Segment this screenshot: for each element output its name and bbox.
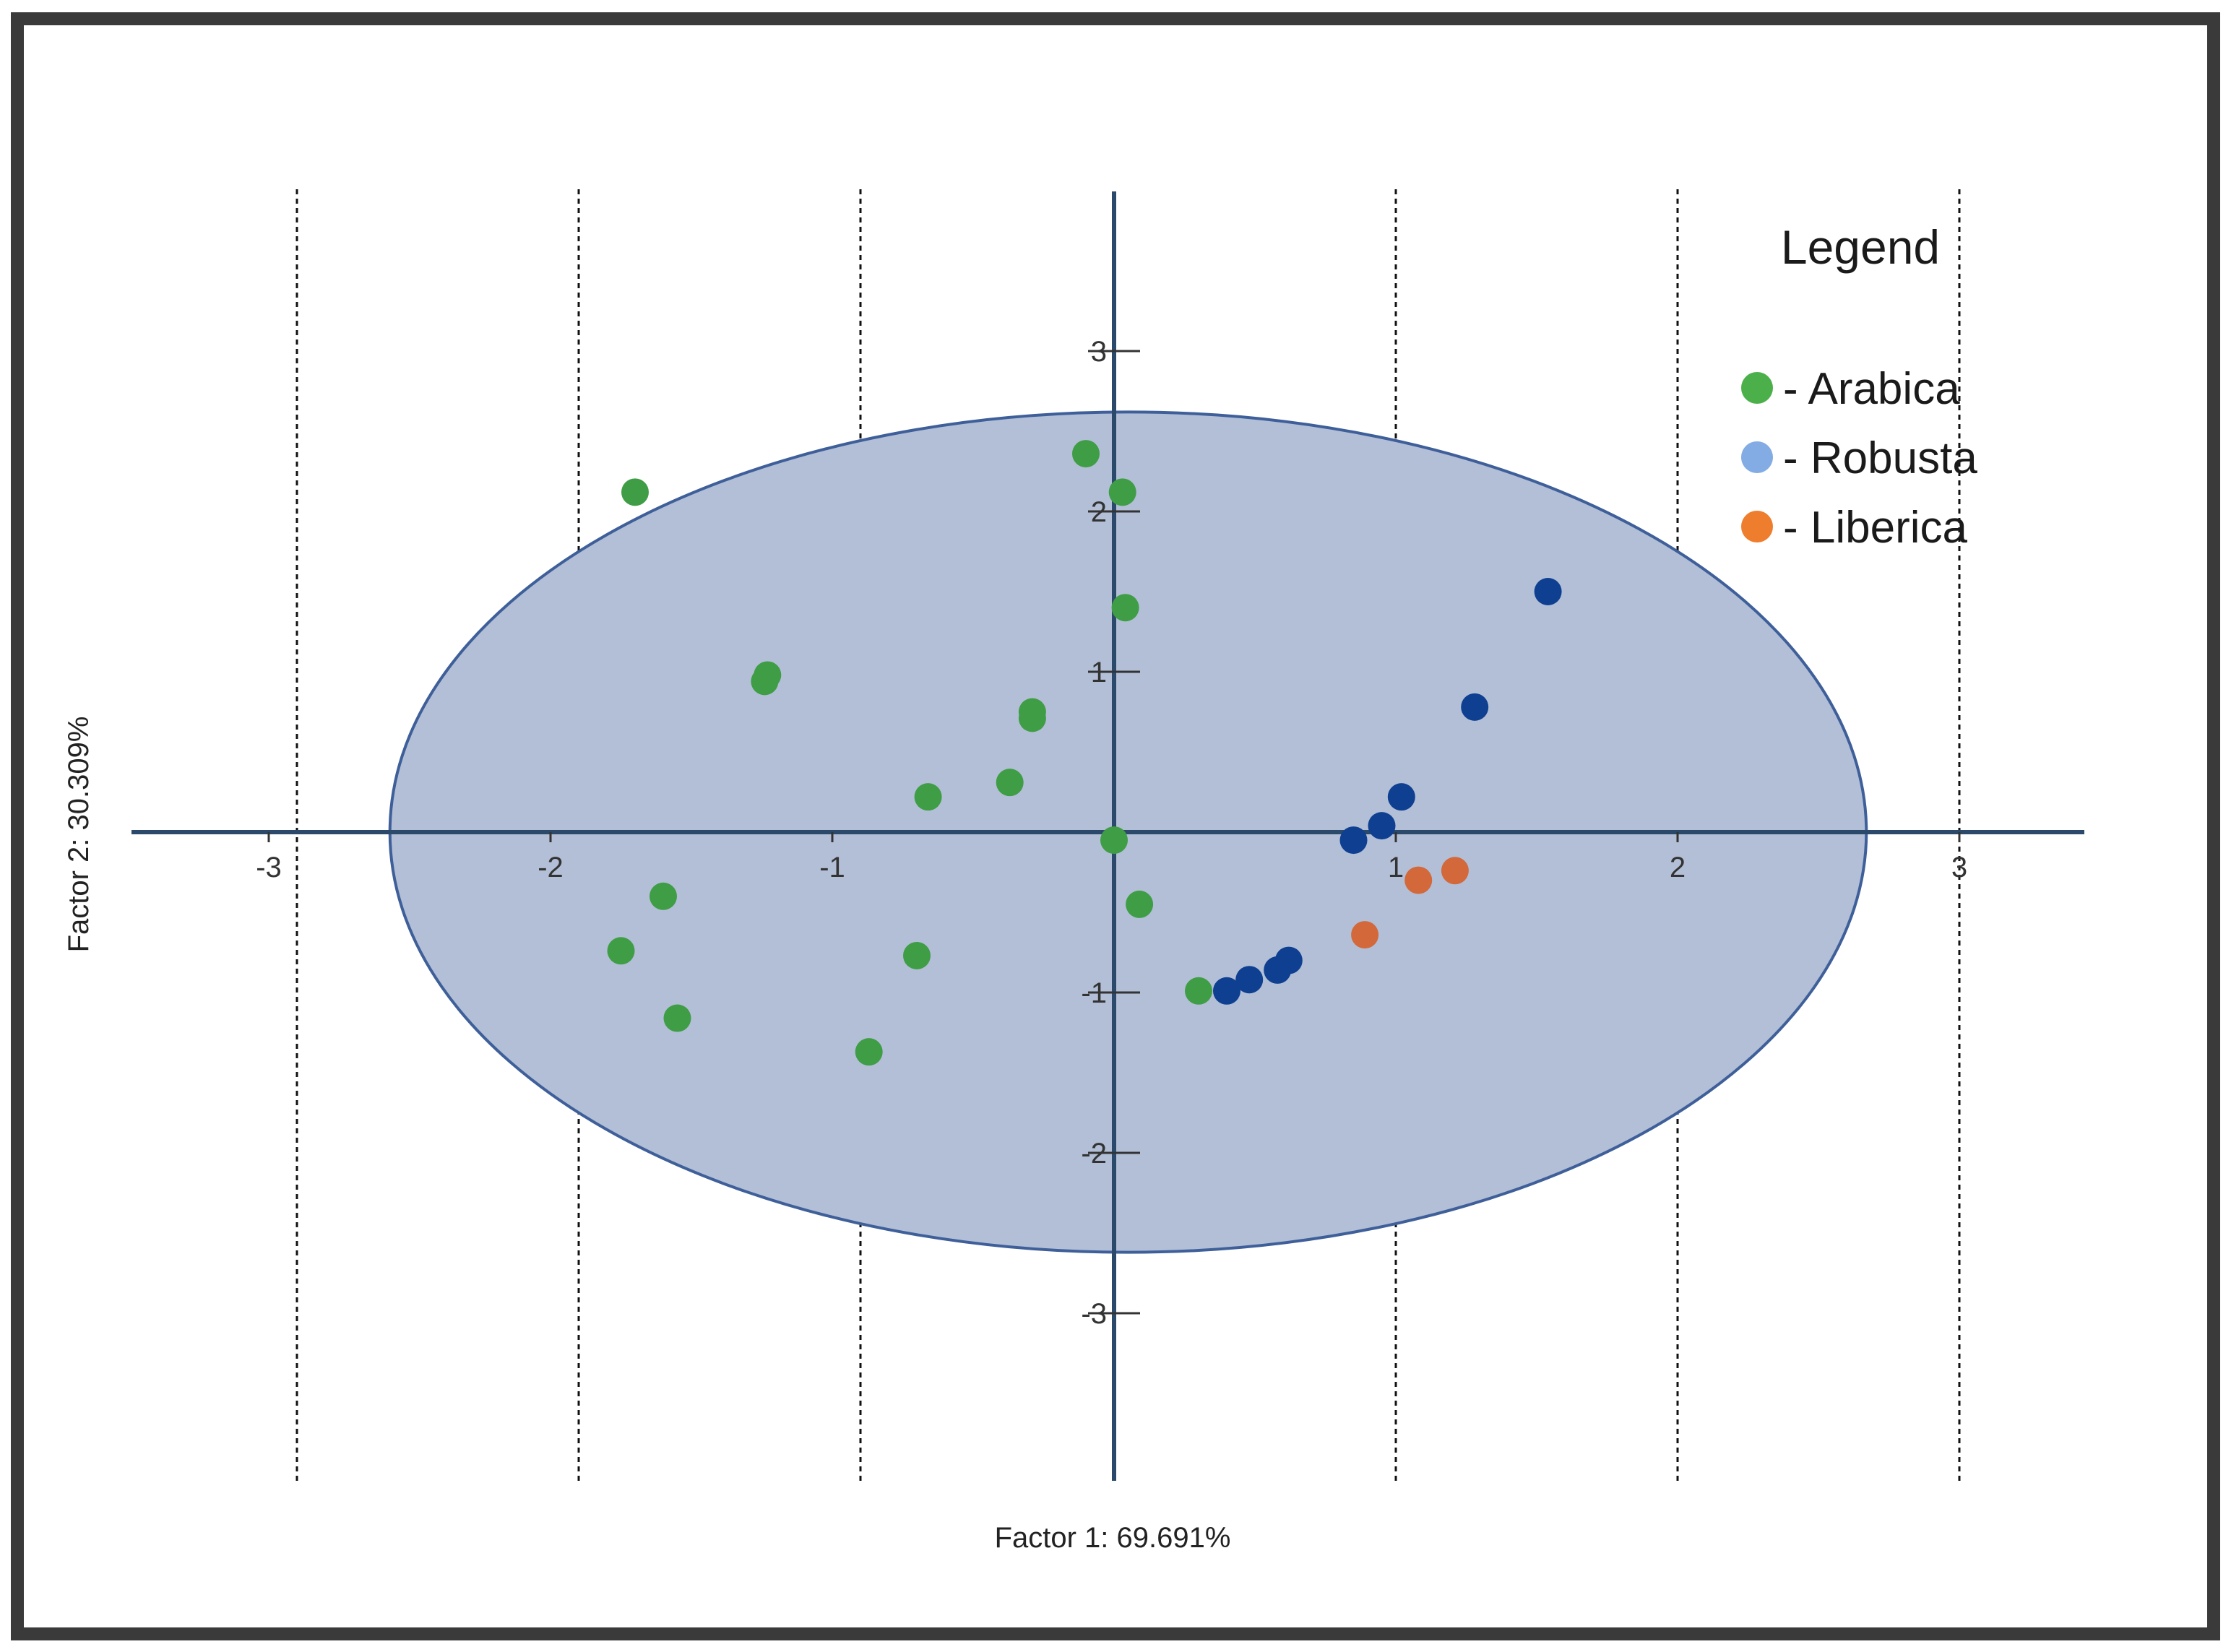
data-point — [1387, 783, 1415, 811]
y-tick-label: 3 — [1091, 336, 1107, 368]
y-tick-label: -1 — [1081, 977, 1107, 1009]
data-point — [621, 478, 649, 506]
y-tick-label: -2 — [1081, 1138, 1107, 1169]
data-point — [1368, 812, 1396, 840]
data-point — [855, 1038, 883, 1066]
data-point — [1441, 857, 1469, 885]
legend-label: - Arabica — [1783, 364, 1960, 414]
y-tick-label: 1 — [1091, 657, 1107, 688]
data-point — [1461, 693, 1489, 721]
data-point — [1100, 826, 1128, 855]
x-tick-label: 2 — [1670, 852, 1686, 883]
tick-labels: -3 -2 -1 1 2 3 3 2 1 -1 -2 -3 — [256, 336, 1967, 1330]
data-point — [1108, 478, 1136, 506]
legend-title: Legend — [1781, 220, 1940, 274]
data-point — [1264, 956, 1292, 984]
y-axis-label: Factor 2: 30.309% — [63, 717, 95, 953]
data-point — [607, 937, 635, 965]
x-tick-label: -3 — [256, 852, 282, 883]
x-tick-label: 3 — [1951, 852, 1967, 883]
data-point — [1111, 594, 1139, 622]
data-point — [663, 1004, 691, 1032]
y-tick-label: 2 — [1091, 496, 1107, 528]
legend-marker — [1741, 372, 1773, 404]
data-point — [1351, 921, 1379, 949]
y-tick-label: -3 — [1081, 1298, 1107, 1330]
data-point — [1534, 578, 1562, 605]
legend: Legend - Arabica - Robusta - Liberica — [1741, 220, 1977, 553]
data-point — [751, 667, 779, 696]
legend-items: - Arabica - Robusta - Liberica — [1741, 364, 1977, 553]
data-point — [1072, 440, 1100, 468]
x-axis-label: Factor 1: 69.691% — [995, 1522, 1231, 1554]
data-point — [1339, 826, 1368, 855]
legend-label: - Robusta — [1783, 433, 1977, 483]
legend-marker — [1741, 441, 1773, 473]
legend-label: - Liberica — [1783, 503, 1968, 553]
data-point — [650, 882, 677, 910]
x-tick-label: -2 — [538, 852, 564, 883]
legend-marker — [1741, 511, 1773, 542]
x-tick-label: 1 — [1388, 852, 1404, 883]
data-point — [1213, 977, 1240, 1005]
data-point — [914, 783, 942, 811]
data-point — [1235, 966, 1264, 994]
data-point — [1185, 977, 1212, 1005]
data-point — [903, 941, 931, 969]
data-points — [607, 440, 1562, 1066]
data-point — [996, 769, 1024, 797]
data-point — [1018, 704, 1046, 732]
data-point — [1404, 866, 1433, 894]
x-tick-label: -1 — [819, 852, 845, 883]
data-point — [1126, 890, 1154, 918]
